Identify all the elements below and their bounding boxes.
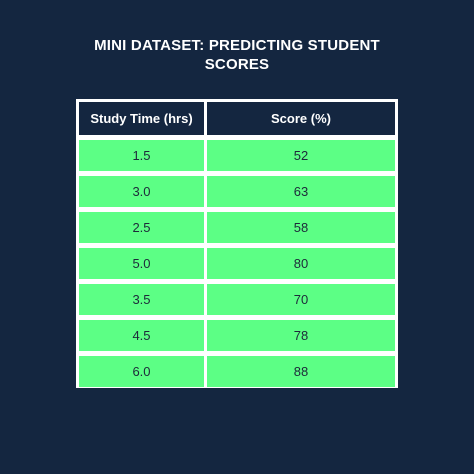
cell-study-time: 3.5: [79, 279, 207, 315]
cell-score: 70: [207, 279, 395, 315]
cell-study-time: 3.0: [79, 171, 207, 207]
chart-title: MINI DATASET: PREDICTING STUDENT SCORES: [0, 36, 474, 74]
cell-score: 63: [207, 171, 395, 207]
cell-study-time: 4.5: [79, 315, 207, 351]
table-row: 6.0 88: [79, 351, 395, 387]
cell-score: 80: [207, 243, 395, 279]
data-table: Study Time (hrs) Score (%) 1.5 52 3.0 63…: [79, 102, 395, 387]
cell-score: 78: [207, 315, 395, 351]
column-header-study-time: Study Time (hrs): [79, 102, 207, 135]
chart-title-line-1: MINI DATASET: PREDICTING STUDENT: [94, 37, 380, 54]
cell-study-time: 2.5: [79, 207, 207, 243]
table-row: 4.5 78: [79, 315, 395, 351]
table-header-row: Study Time (hrs) Score (%): [79, 102, 395, 135]
cell-score: 88: [207, 351, 395, 387]
cell-score: 58: [207, 207, 395, 243]
table-row: 2.5 58: [79, 207, 395, 243]
column-header-score: Score (%): [207, 102, 395, 135]
table-row: 3.5 70: [79, 279, 395, 315]
chart-title-line-2: SCORES: [204, 56, 270, 73]
table-row: 1.5 52: [79, 135, 395, 171]
table-row: 5.0 80: [79, 243, 395, 279]
table-row: 3.0 63: [79, 171, 395, 207]
data-table-frame: Study Time (hrs) Score (%) 1.5 52 3.0 63…: [76, 99, 398, 388]
cell-study-time: 6.0: [79, 351, 207, 387]
cell-study-time: 1.5: [79, 135, 207, 171]
cell-score: 52: [207, 135, 395, 171]
cell-study-time: 5.0: [79, 243, 207, 279]
